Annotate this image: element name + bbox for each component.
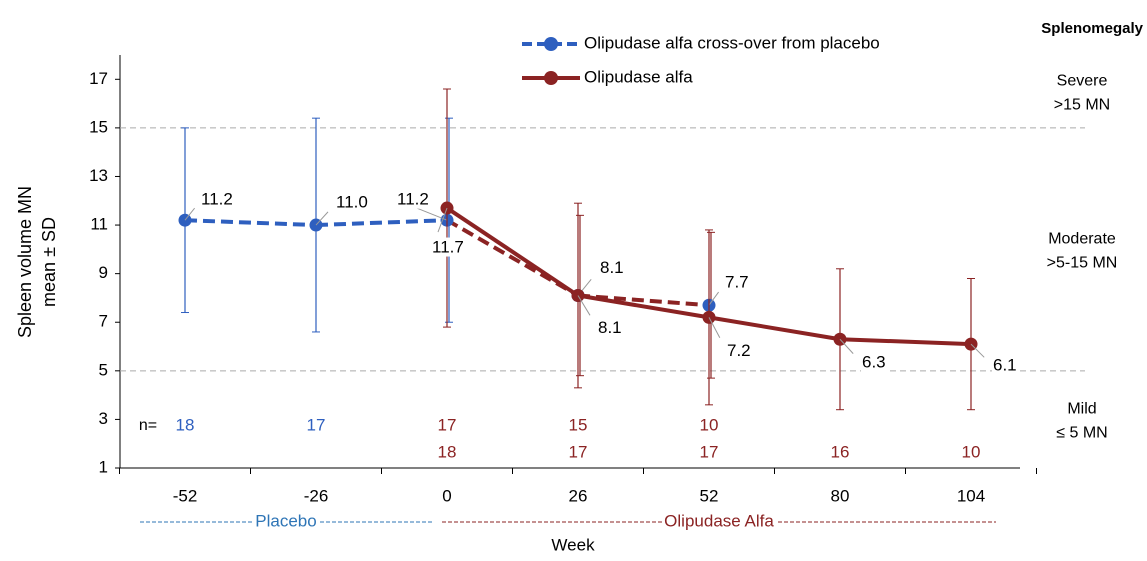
label-leader xyxy=(708,291,720,306)
n-count: 17 xyxy=(438,415,457,434)
legend-marker xyxy=(544,71,558,85)
n-count: 17 xyxy=(700,442,719,461)
period-label-bg xyxy=(253,511,319,531)
legend-label: Olipudase alfa cross-over from placebo xyxy=(584,33,880,52)
legend-marker xyxy=(544,37,558,51)
value-label: 7.2 xyxy=(727,341,751,360)
value-label: 6.3 xyxy=(862,353,886,372)
zone-label: Mild xyxy=(1067,401,1096,418)
legend-label: Olipudase alfa xyxy=(584,67,693,86)
n-count: 16 xyxy=(831,442,850,461)
zone-label: >15 MN xyxy=(1054,97,1110,114)
value-label-bg xyxy=(431,237,465,257)
y-tick-label: 13 xyxy=(89,166,108,185)
n-count: 17 xyxy=(569,442,588,461)
series-line xyxy=(577,293,710,320)
value-label: 7.7 xyxy=(725,273,749,292)
series-line xyxy=(445,206,580,298)
n-label: n= xyxy=(139,417,157,434)
x-axis-label: Week xyxy=(551,535,595,554)
value-label-bg xyxy=(200,189,234,209)
x-tick-label: -26 xyxy=(304,486,329,505)
period-label-bg xyxy=(662,511,777,531)
value-label: 8.1 xyxy=(600,258,624,277)
value-label-bg xyxy=(335,192,369,212)
label-leader xyxy=(184,207,195,221)
y-tick-label: 11 xyxy=(90,215,108,234)
series-line xyxy=(446,218,579,298)
series-line xyxy=(839,337,972,347)
value-label: 11.0 xyxy=(336,193,368,212)
n-count: 17 xyxy=(307,415,326,434)
y-axis-label: mean ± SD xyxy=(39,217,59,307)
value-label: 8.1 xyxy=(598,318,622,337)
y-tick-label: 3 xyxy=(99,409,108,428)
value-label: 11.2 xyxy=(201,190,233,209)
zone-label: >5-15 MN xyxy=(1047,255,1118,272)
period-label: Olipudase Alfa xyxy=(664,511,774,530)
y-tick-label: 15 xyxy=(89,117,108,136)
zone-label: Moderate xyxy=(1048,231,1116,248)
y-tick-label: 7 xyxy=(99,312,108,331)
value-label: 6.1 xyxy=(993,356,1017,375)
n-count: 15 xyxy=(569,415,588,434)
n-count: 18 xyxy=(438,442,457,461)
value-label: 11.2 xyxy=(397,190,429,209)
value-label-bg xyxy=(724,272,750,292)
y-tick-label: 9 xyxy=(99,263,108,282)
chart-title: Splenomegaly xyxy=(1041,20,1143,37)
period-label: Placebo xyxy=(255,511,316,530)
label-leader xyxy=(416,207,448,221)
x-tick-label: 26 xyxy=(569,486,588,505)
series-line xyxy=(315,218,448,228)
n-count: 10 xyxy=(700,415,719,434)
label-leader xyxy=(839,338,854,354)
label-leader xyxy=(577,295,591,316)
zone-label: ≤ 5 MN xyxy=(1056,425,1107,442)
value-label-bg xyxy=(992,355,1018,375)
value-label-bg xyxy=(599,257,625,277)
y-axis-label: Spleen volume MN xyxy=(15,186,35,338)
label-leader xyxy=(437,207,448,233)
zone-label: Severe xyxy=(1057,73,1108,90)
value-label-bg xyxy=(396,189,430,209)
x-tick-label: 104 xyxy=(957,486,985,505)
series-line xyxy=(708,315,841,342)
label-leader xyxy=(970,343,985,358)
n-count: 10 xyxy=(962,442,981,461)
value-label-bg xyxy=(726,340,752,360)
x-tick-label: 0 xyxy=(442,486,451,505)
label-leader xyxy=(708,317,721,339)
x-tick-label: 80 xyxy=(831,486,850,505)
x-tick-label: -52 xyxy=(173,486,198,505)
y-tick-label: 17 xyxy=(89,69,108,88)
value-label-bg xyxy=(597,317,623,337)
y-tick-label: 5 xyxy=(99,360,108,379)
series-line xyxy=(184,218,317,228)
value-label: 11.7 xyxy=(432,238,464,257)
label-leader xyxy=(315,211,329,226)
value-label-bg xyxy=(861,352,887,372)
x-tick-label: 52 xyxy=(700,486,719,505)
y-tick-label: 1 xyxy=(99,457,108,476)
n-count: 18 xyxy=(176,415,195,434)
